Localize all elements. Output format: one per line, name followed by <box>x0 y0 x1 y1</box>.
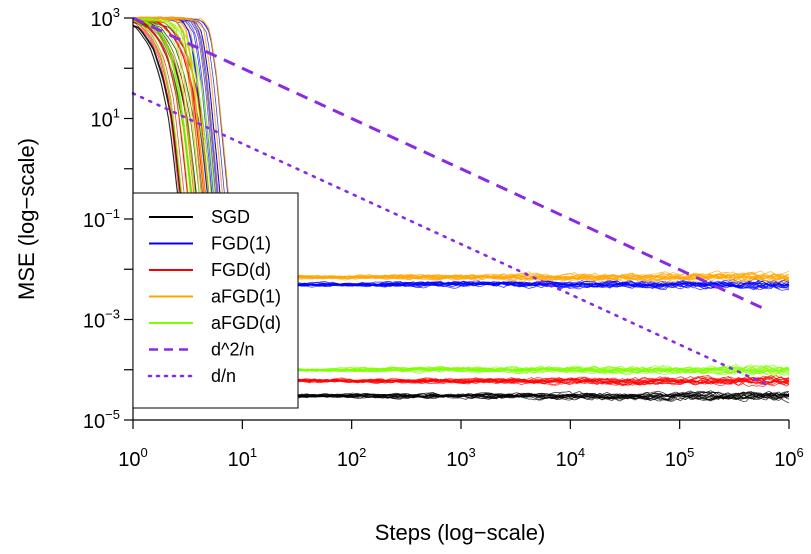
series-d-n <box>131 92 770 387</box>
series-d-2-n-line <box>132 16 770 313</box>
series-d-n-line <box>131 92 770 387</box>
x-tick-label: 103 <box>446 445 475 471</box>
legend-layer: SGD FGD(1) FGD(d) aFGD(1) aFGD(d) d^2/n d/n <box>132 192 299 409</box>
legend-box <box>132 192 299 409</box>
x-tick-label: 105 <box>665 445 694 471</box>
y-axis-title: MSE (log−scale) <box>14 138 39 300</box>
y-tick-label: 101 <box>91 106 120 132</box>
y-tick-label: 103 <box>91 5 120 31</box>
series-d-2-n <box>132 16 770 313</box>
axes-layer: 100 101 102 103 104 105 106 103 101 10−1 10−3 10−5 <box>83 5 804 471</box>
x-tick-label: 101 <box>228 445 257 471</box>
x-tick-label: 102 <box>337 445 366 471</box>
x-tick-label: 106 <box>774 445 803 471</box>
legend-label-fgd-1: FGD(1) <box>211 234 271 254</box>
x-axis-title: Steps (log−scale) <box>375 520 546 545</box>
legend-label-afgd-d: aFGD(d) <box>211 313 281 333</box>
legend-label-d-2-n: d^2/n <box>211 340 254 360</box>
legend-label-sgd: SGD <box>211 207 250 227</box>
legend-label-afgd-1: aFGD(1) <box>211 287 281 307</box>
y-tick-label: 10−5 <box>83 407 120 433</box>
y-tick-label: 10−1 <box>83 206 120 232</box>
legend-label-d-n: d/n <box>211 366 236 386</box>
x-tick-label: 100 <box>118 445 147 471</box>
x-tick-label: 104 <box>556 445 585 471</box>
y-tick-label: 10−3 <box>83 307 120 333</box>
legend-label-fgd-d: FGD(d) <box>211 260 271 280</box>
